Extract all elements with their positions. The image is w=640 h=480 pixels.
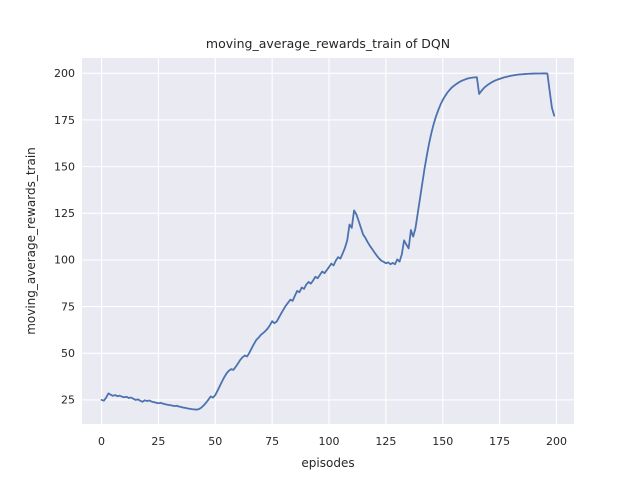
x-axis-label: episodes (301, 456, 355, 470)
y-tick-label: 75 (61, 300, 75, 313)
x-tick-label: 50 (208, 435, 222, 448)
x-tick-label: 175 (489, 435, 510, 448)
y-tick-label: 200 (54, 67, 75, 80)
x-tick-label: 150 (432, 435, 453, 448)
y-tick-label: 125 (54, 207, 75, 220)
y-tick-label: 175 (54, 114, 75, 127)
x-tick-label: 200 (546, 435, 567, 448)
y-tick-label: 100 (54, 254, 75, 267)
x-tick-label: 0 (98, 435, 105, 448)
y-tick-label: 50 (61, 347, 75, 360)
y-axis-label: moving_average_rewards_train (24, 147, 38, 335)
x-tick-label: 125 (375, 435, 396, 448)
series-line (100, 72, 556, 411)
chart-title: moving_average_rewards_train of DQN (205, 36, 451, 51)
y-tick-label: 25 (61, 394, 75, 407)
x-tick-label: 100 (319, 435, 340, 448)
axes-background (82, 58, 574, 424)
x-tick-label: 25 (151, 435, 165, 448)
y-tick-label: 150 (54, 160, 75, 173)
x-tick-label: 75 (265, 435, 279, 448)
